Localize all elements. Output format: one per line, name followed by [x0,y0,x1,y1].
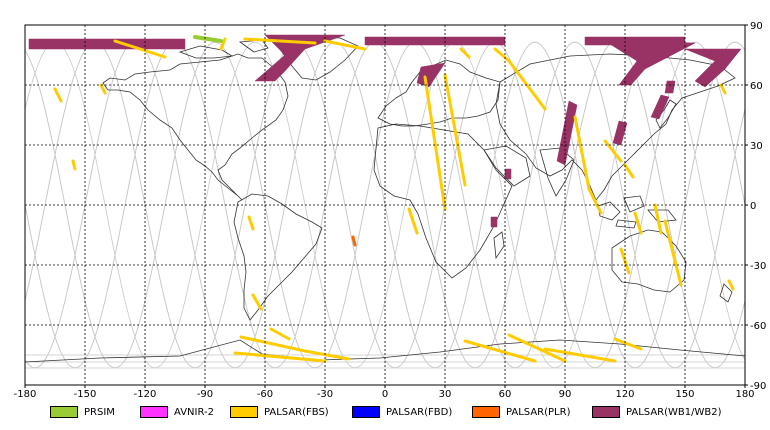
x-tick-label: 30 [439,389,452,400]
legend-item: PALSAR(FBS) [230,405,329,419]
legend-label: PRSIM [84,406,115,418]
fbs-swath [507,333,567,363]
x-tick-label: -120 [134,389,157,400]
legend-item: AVNIR-2 [140,405,214,419]
x-tick-label: 90 [559,389,572,400]
map-axes: -180 -150 -120 -90 -60 -30 0 30 60 90 120 150 180 90 6… [14,21,767,400]
fbs-swath [113,39,167,59]
legend-swatch [592,406,620,418]
fbs-swath [623,163,635,179]
legend-label: PALSAR(PLR) [506,406,571,418]
wb-swath [364,36,506,46]
y-tick-label: -90 [750,381,766,392]
fbs-swath [233,351,327,363]
fbs-swath [251,293,263,311]
y-tick-label: -60 [750,321,766,332]
fbs-swath [71,159,77,171]
fbs-swath [269,327,291,341]
legend-swatch [140,406,168,418]
fbs-swath [423,75,447,211]
x-tick-label: -90 [197,389,213,400]
fbs-swath [613,337,643,351]
fbs-swath [463,339,537,363]
fbs-swath [543,347,617,363]
map-svg: -180 -150 -120 -90 -60 -30 0 30 60 90 120 150 180 90 6… [14,21,767,400]
legend: PRSIM AVNIR-2 PALSAR(FBS) PALSAR(FBD) PALSAR… [0,400,770,430]
fbs-swath [219,37,227,51]
coastline-australia [611,229,687,293]
x-tick-label: -150 [74,389,97,400]
fbs-swath [459,47,471,59]
x-tick-label: 60 [499,389,512,400]
x-tick-label: -60 [257,389,273,400]
fbs-swath [663,219,683,287]
fbs-swath [239,335,351,361]
legend-label: PALSAR(WB1/WB2) [626,406,722,418]
wb-swath [664,80,676,94]
wb-swath [650,94,670,120]
fbs-swath [493,47,547,111]
fbs-swath [443,73,467,187]
fbs-swath [407,207,419,235]
x-tick-label: 180 [735,389,754,400]
wb-swath [416,62,446,88]
fbs-swath [323,39,367,51]
coastline-north-america [102,53,289,201]
coastline-new-zealand [719,283,733,303]
fbs-swath [247,215,255,231]
legend-item: PALSAR(WB1/WB2) [592,405,722,419]
x-tick-label: 0 [382,389,388,400]
fbs-swath [719,83,727,95]
y-tick-label: 60 [750,81,763,92]
wb-swath [504,168,512,180]
fbs-swath [243,37,317,45]
plr-swath [351,235,357,247]
coastline-se-asia-islands [597,195,677,229]
wb-swath [490,216,498,228]
fbs-swath [727,279,735,291]
legend-swatch [352,406,380,418]
y-tick-label: -30 [750,261,766,272]
coverage-overlay [28,34,742,363]
wb-swath [28,38,186,50]
legend-label: PALSAR(FBD) [386,406,453,418]
fbs-swath [633,211,643,235]
fbs-swath [653,203,663,235]
coastline-arabia [483,145,531,187]
coastline-asia [495,53,736,201]
legend-swatch [50,406,78,418]
coastline-south-america [233,193,323,321]
legend-swatch [472,406,500,418]
legend-item: PALSAR(FBD) [352,405,452,419]
coastline-antarctica [24,339,746,363]
legend-label: PALSAR(FBS) [264,406,329,418]
prism-swath [193,35,223,43]
x-tick-label: 120 [615,389,634,400]
y-tick-label: 0 [750,201,756,212]
x-tick-label: 150 [675,389,694,400]
fbs-swath [53,87,63,103]
coastline-japan [655,99,677,129]
legend-swatch [230,406,258,418]
fbs-swath [603,139,623,163]
y-tick-label: 90 [750,21,763,32]
coverage-map: -180 -150 -120 -90 -60 -30 0 30 60 90 120 150 180 90 6… [14,21,767,400]
legend-label: AVNIR-2 [174,406,214,418]
x-tick-label: -30 [317,389,333,400]
fbs-swath [99,83,107,95]
legend-item: PRSIM [50,405,115,419]
y-tick-label: 30 [750,141,763,152]
coastline-madagascar [493,231,505,260]
wb-swath [254,34,346,82]
wb-swath [684,48,742,88]
x-tick-label: -180 [14,389,37,400]
legend-item: PALSAR(PLR) [472,405,570,419]
